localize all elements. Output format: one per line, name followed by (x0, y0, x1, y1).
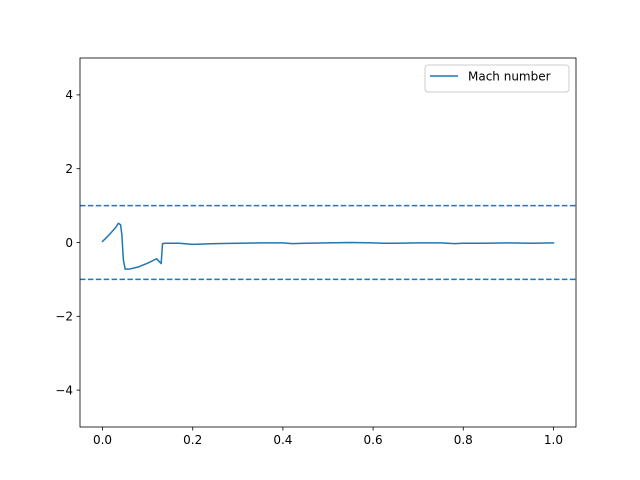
y-tick-label: −4 (55, 383, 73, 397)
y-tick-label: 4 (65, 88, 73, 102)
y-tick-label: 2 (65, 162, 73, 176)
x-tick-label: 0.8 (454, 433, 473, 447)
x-tick-label: 0.6 (364, 433, 383, 447)
x-tick-label: 0.4 (273, 433, 292, 447)
series-line-mach-number (101, 222, 555, 270)
x-tick-label: 0.2 (183, 433, 202, 447)
y-tick-label: 0 (65, 236, 73, 250)
x-tick-label: 0.0 (93, 433, 112, 447)
legend-box (424, 64, 570, 93)
x-tick-label: 1.0 (544, 433, 563, 447)
axes: 0.0 0.2 0.4 0.6 0.8 1.0 −4 −2 0 2 4 (55, 57, 577, 447)
legend: Mach number (424, 64, 570, 93)
plot-area (80, 204, 576, 281)
legend-label: Mach number (468, 70, 551, 84)
y-tick-label: −2 (55, 310, 73, 324)
